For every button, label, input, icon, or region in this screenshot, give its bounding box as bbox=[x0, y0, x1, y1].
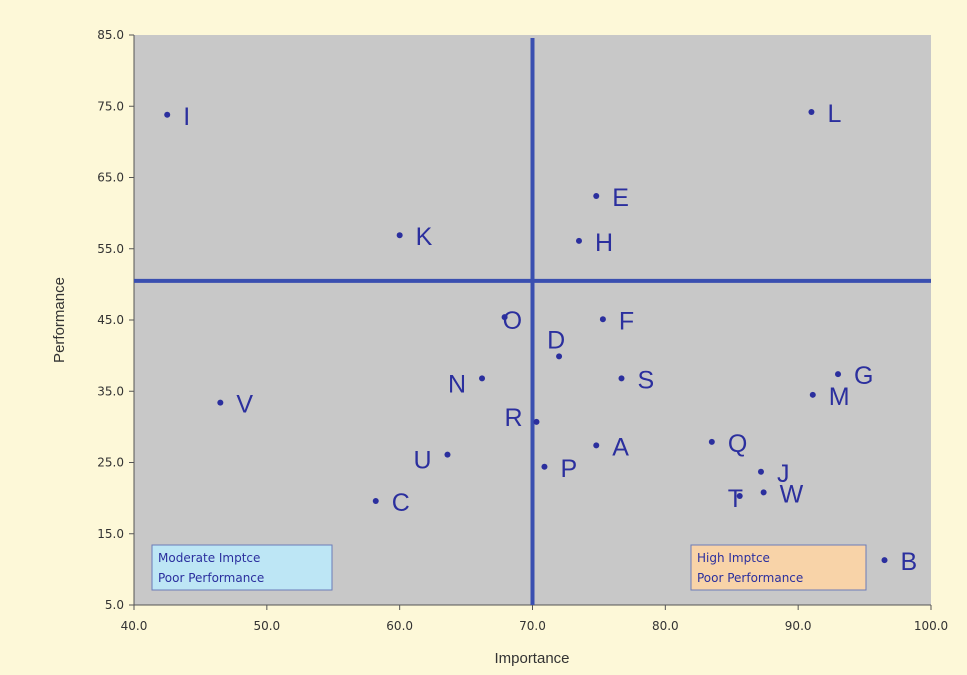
point-O bbox=[501, 314, 508, 321]
point-Q bbox=[708, 438, 715, 445]
x-tick-label: 100.0 bbox=[914, 619, 948, 633]
note-line-2: Poor Performance bbox=[158, 571, 264, 585]
point-label-I: I bbox=[183, 103, 190, 131]
y-tick-label: 15.0 bbox=[97, 527, 124, 541]
point-label-J: J bbox=[777, 460, 790, 488]
point-label-A: A bbox=[612, 433, 629, 461]
point-label-P: P bbox=[560, 455, 577, 483]
y-tick-label: 55.0 bbox=[97, 242, 124, 256]
point-label-G: G bbox=[854, 362, 873, 390]
point-label-W: W bbox=[780, 480, 804, 508]
y-tick-label: 5.0 bbox=[105, 598, 124, 612]
y-tick-label: 45.0 bbox=[97, 313, 124, 327]
point-label-U: U bbox=[413, 447, 431, 475]
point-label-D: D bbox=[547, 326, 565, 354]
x-axis: 40.0 50.0 60.0 70.0 80.0 90.0 100.0 bbox=[121, 604, 948, 633]
x-tick-label: 90.0 bbox=[785, 619, 812, 633]
point-label-F: F bbox=[619, 307, 634, 335]
note-moderate-importance: Moderate Imptce Poor Performance bbox=[151, 544, 333, 591]
x-axis-title: Importance bbox=[494, 650, 569, 667]
point-W bbox=[760, 489, 767, 496]
note-box bbox=[151, 544, 333, 591]
x-tick-label: 60.0 bbox=[386, 619, 413, 633]
data-points: I L E K H O F D N S GM V R A Q U J P T W C B bbox=[164, 100, 917, 576]
point-label-S: S bbox=[637, 366, 654, 394]
point-G bbox=[835, 371, 842, 378]
point-K bbox=[396, 232, 403, 239]
point-R bbox=[533, 418, 540, 425]
point-A bbox=[593, 442, 600, 449]
point-label-L: L bbox=[827, 100, 841, 128]
point-T bbox=[736, 492, 743, 499]
point-label-K: K bbox=[416, 223, 433, 251]
note-box bbox=[690, 544, 867, 591]
point-label-Q: Q bbox=[728, 430, 747, 458]
point-V bbox=[217, 399, 224, 406]
point-E bbox=[593, 193, 600, 200]
point-S bbox=[618, 375, 625, 382]
y-axis: 5.0 15.0 25.0 35.0 45.0 55.0 65.0 75.0 85.0 bbox=[97, 28, 135, 612]
x-tick-label: 50.0 bbox=[253, 619, 280, 633]
point-N bbox=[479, 375, 486, 382]
note-line-1: High Imptce bbox=[697, 551, 770, 565]
y-tick-label: 65.0 bbox=[97, 171, 124, 185]
y-tick-label: 85.0 bbox=[97, 28, 124, 42]
point-L bbox=[808, 108, 815, 115]
note-high-importance: High Imptce Poor Performance bbox=[690, 544, 867, 591]
y-tick-label: 25.0 bbox=[97, 456, 124, 470]
point-C bbox=[372, 497, 379, 504]
point-B bbox=[881, 557, 888, 564]
x-tick-label: 70.0 bbox=[519, 619, 546, 633]
x-tick-label: 80.0 bbox=[652, 619, 679, 633]
y-axis-title: Performance bbox=[51, 277, 68, 363]
quadrant-lines bbox=[134, 38, 931, 605]
point-label-E: E bbox=[612, 184, 629, 212]
point-label-C: C bbox=[392, 489, 410, 517]
note-line-1: Moderate Imptce bbox=[158, 551, 260, 565]
point-I bbox=[164, 111, 171, 118]
point-M bbox=[809, 391, 816, 398]
point-label-T: T bbox=[728, 485, 743, 513]
point-D bbox=[556, 353, 563, 360]
x-tick-label: 40.0 bbox=[121, 619, 148, 633]
point-U bbox=[444, 451, 451, 458]
point-J bbox=[757, 468, 764, 475]
point-label-M: M bbox=[829, 383, 850, 411]
point-label-R: R bbox=[504, 404, 522, 432]
point-H bbox=[575, 237, 582, 244]
point-label-H: H bbox=[595, 229, 613, 257]
note-line-2: Poor Performance bbox=[697, 571, 803, 585]
point-label-O: O bbox=[503, 307, 522, 335]
y-tick-label: 75.0 bbox=[97, 99, 124, 113]
point-label-B: B bbox=[901, 548, 918, 576]
point-P bbox=[541, 463, 548, 470]
point-F bbox=[599, 316, 606, 323]
point-label-V: V bbox=[236, 391, 253, 419]
y-tick-label: 35.0 bbox=[97, 384, 124, 398]
point-label-N: N bbox=[448, 370, 466, 398]
